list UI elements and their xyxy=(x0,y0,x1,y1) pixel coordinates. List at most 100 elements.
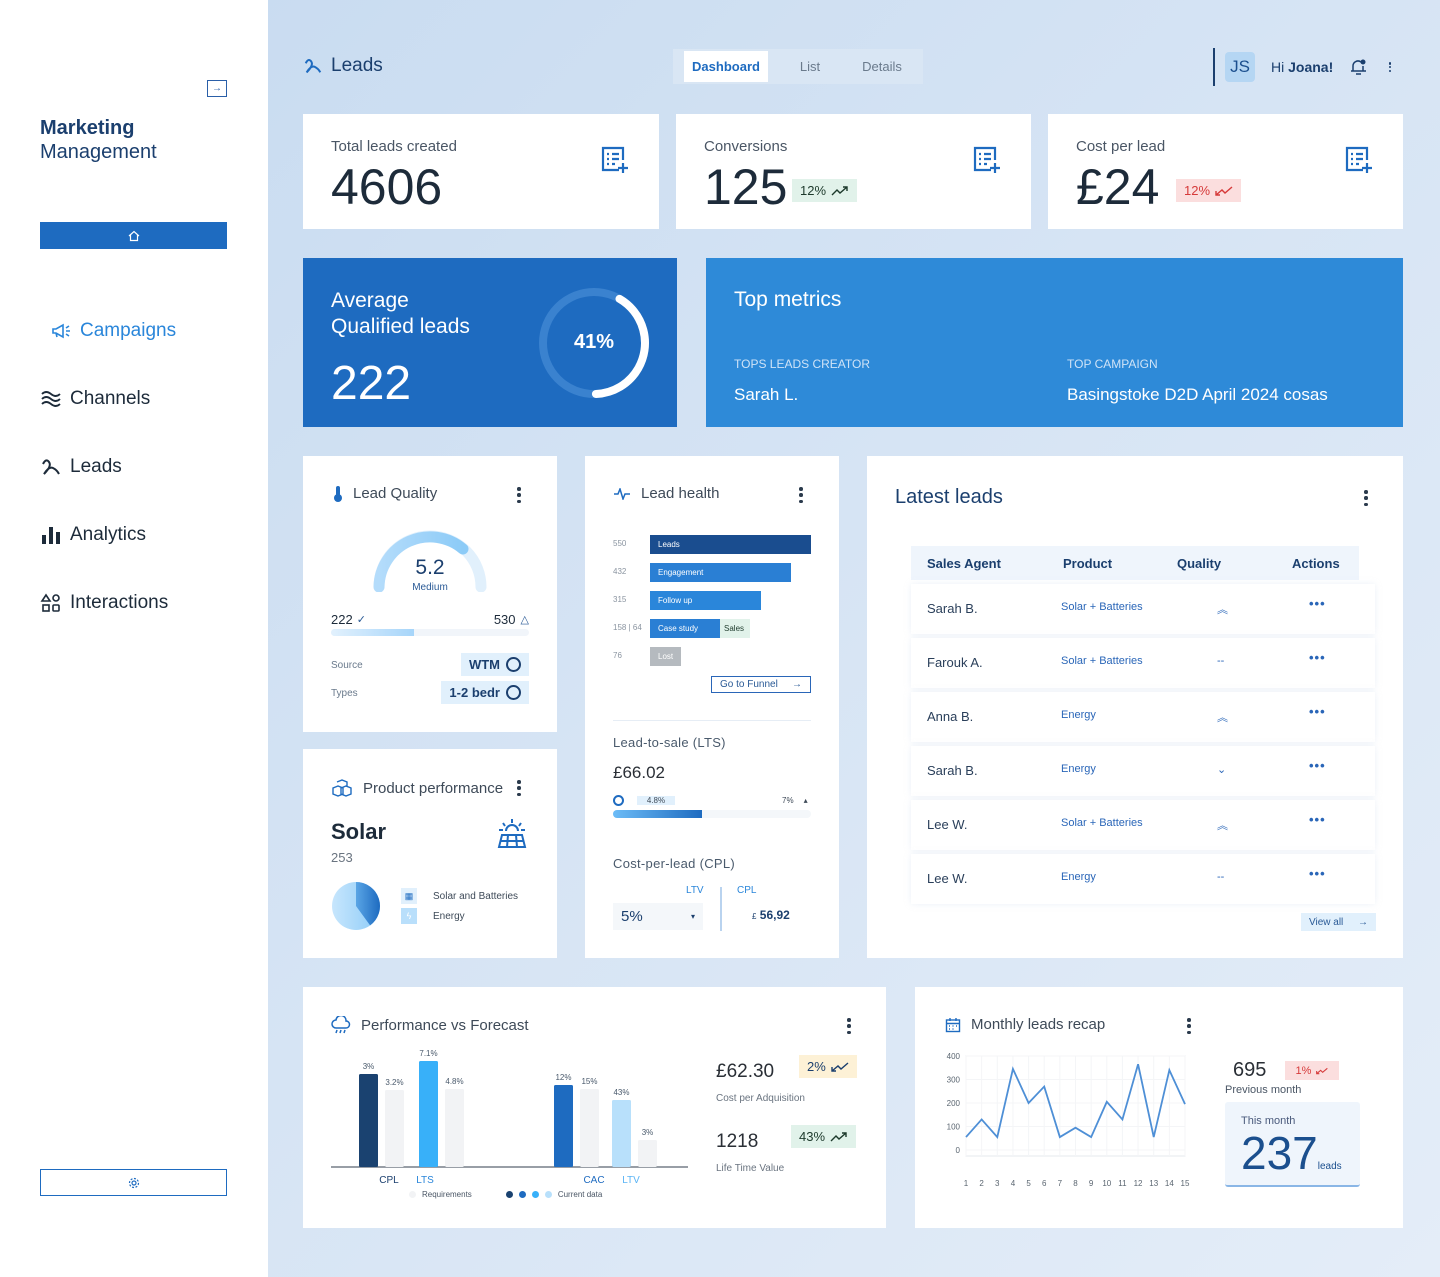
sidebar-item-analytics[interactable]: Analytics xyxy=(40,524,146,546)
monthly-leads-card: Monthly leads recap 1 2 3 4 5 6 7 8 9 10 11 12 13 14 1… xyxy=(915,987,1403,1228)
tab-dashboard[interactable]: Dashboard xyxy=(684,51,768,82)
category-label: LTS xyxy=(416,1175,434,1186)
qualified-count: 222 ✓ xyxy=(331,612,366,627)
more-menu[interactable] xyxy=(846,1018,852,1034)
table-row[interactable]: Sarah B. Energy ⌄ ••• xyxy=(911,746,1375,796)
bar-requirement-CPL[interactable] xyxy=(385,1090,404,1167)
column-header: Sales Agent xyxy=(927,556,1001,571)
creator-value: Sarah L. xyxy=(734,385,799,404)
types-chip[interactable]: 1-2 bedr xyxy=(441,681,529,704)
table-row[interactable]: Lee W. Energy -- ••• xyxy=(911,854,1375,904)
funnel-count: 432 xyxy=(613,567,627,576)
quality-high-icon: ︽ xyxy=(1217,820,1228,832)
row-actions-button[interactable]: ••• xyxy=(1309,704,1326,719)
row-actions-button[interactable]: ••• xyxy=(1309,596,1326,611)
tab-list[interactable]: List xyxy=(799,59,821,74)
table-row[interactable]: Sarah B. Solar + Batteries ︽ ••• xyxy=(911,584,1375,634)
bar-requirement-LTS[interactable] xyxy=(445,1089,464,1167)
cpa-label: Cost per Adquisition xyxy=(716,1093,805,1104)
more-menu[interactable] xyxy=(516,780,522,796)
view-tabs: Dashboard List Details xyxy=(673,49,923,84)
add-list-icon[interactable] xyxy=(599,144,631,176)
bar-requirement-CAC[interactable] xyxy=(580,1089,599,1167)
row-actions-button[interactable]: ••• xyxy=(1309,650,1326,665)
quality-gauge xyxy=(373,530,487,592)
bar-current-CPL[interactable] xyxy=(359,1074,378,1167)
bar-label: 12% xyxy=(555,1073,571,1082)
bar-current-CAC[interactable] xyxy=(554,1085,573,1167)
row-actions-button[interactable]: ••• xyxy=(1309,812,1326,827)
legend-dot xyxy=(518,1191,526,1198)
y-tick-label: 0 xyxy=(956,1146,961,1155)
table-row[interactable]: Anna B. Energy ︽ ••• xyxy=(911,692,1375,742)
sidebar-item-campaigns[interactable]: Campaigns xyxy=(50,320,176,342)
home-button[interactable] xyxy=(40,222,227,249)
kpi-label: Conversions xyxy=(704,138,788,155)
funnel-bar-engagement[interactable]: Engagement xyxy=(650,563,791,582)
legend-item: ▦ Solar and Batteries xyxy=(401,888,518,904)
types-label: Types xyxy=(331,688,358,699)
sidebar-item-leads[interactable]: Leads xyxy=(40,456,122,478)
currency: £ xyxy=(752,912,757,921)
product: Solar + Batteries xyxy=(1061,817,1143,829)
view-all-button[interactable]: View all → xyxy=(1301,913,1376,931)
change-value: 2% xyxy=(807,1059,826,1074)
source-chip[interactable]: WTM xyxy=(460,653,529,676)
cpl-amount: 56,92 xyxy=(759,908,790,922)
double-check-icon: ✓ xyxy=(356,614,366,626)
row-actions-button[interactable]: ••• xyxy=(1309,866,1326,881)
legend-dot xyxy=(409,1191,416,1198)
funnel-bar-follow-up[interactable]: Follow up xyxy=(650,591,761,610)
funnel-bar-leads[interactable]: Leads xyxy=(650,535,811,554)
table-row[interactable]: Lee W. Solar + Batteries ︽ ••• xyxy=(911,800,1375,850)
bar-label: 4.8% xyxy=(445,1077,463,1086)
sidebar-item-label: Analytics xyxy=(70,524,147,545)
header-more-menu[interactable] xyxy=(1387,62,1393,72)
sidebar-item-channels[interactable]: Channels xyxy=(40,388,150,410)
bar-requirement-LTV[interactable] xyxy=(638,1140,657,1167)
add-list-icon[interactable] xyxy=(1343,144,1375,176)
top-metrics-card: Top metrics TOPS LEADS CREATOR Sarah L. … xyxy=(706,258,1403,427)
more-menu[interactable] xyxy=(516,487,522,503)
tab-details[interactable]: Details xyxy=(862,59,902,74)
bell-icon[interactable] xyxy=(1350,58,1367,76)
legend-label: Current data xyxy=(557,1190,603,1199)
sales-agent: Sarah B. xyxy=(927,763,978,778)
bar-current-LTV[interactable] xyxy=(612,1100,631,1167)
this-month-unit: leads xyxy=(1317,1161,1342,1172)
bar-label: 3% xyxy=(363,1062,375,1071)
quality-progress-fill xyxy=(331,629,415,636)
pulse-icon xyxy=(614,487,630,500)
sidebar-item-interactions[interactable]: Interactions xyxy=(40,592,168,614)
ltv-select[interactable]: 5% ▾ xyxy=(613,903,703,930)
vertical-divider xyxy=(720,887,722,931)
funnel-bar-lost[interactable]: Lost xyxy=(650,647,681,666)
bar-current-LTS[interactable] xyxy=(419,1061,438,1167)
sales-agent: Lee W. xyxy=(927,871,968,886)
ltv-label: Life Time Value xyxy=(716,1163,785,1174)
cpl-title: Cost-per-lead (CPL) xyxy=(613,856,736,871)
row-actions-button[interactable]: ••• xyxy=(1309,758,1326,773)
add-list-icon[interactable] xyxy=(971,144,1003,176)
collapse-sidebar-button[interactable]: → xyxy=(207,80,227,97)
target-icon xyxy=(613,795,624,806)
change-value: 1% xyxy=(1295,1064,1312,1077)
more-menu[interactable] xyxy=(1363,490,1369,506)
more-menu[interactable] xyxy=(1186,1018,1192,1034)
bar-label: 3.2% xyxy=(385,1078,403,1087)
campaign-value[interactable]: Basingstoke D2D April 2024 cosas xyxy=(1067,385,1328,404)
funnel-bar-sales[interactable]: Sales xyxy=(720,619,750,638)
table-row[interactable]: Farouk A. Solar + Batteries -- ••• xyxy=(911,638,1375,688)
button-label: View all xyxy=(1309,916,1344,928)
quality-neutral-icon: -- xyxy=(1217,871,1225,883)
funnel-bar-case-study[interactable]: Case study xyxy=(650,619,720,638)
sidebar: → Marketing Management Campaigns Channel… xyxy=(0,0,268,1277)
go-to-funnel-button[interactable]: Go to Funnel → xyxy=(711,676,811,693)
sidebar-item-label: Campaigns xyxy=(80,320,177,341)
avg-qualified-value: 222 xyxy=(331,357,412,410)
kpi-value: 4606 xyxy=(331,159,443,215)
more-menu[interactable] xyxy=(798,487,804,503)
calendar-icon xyxy=(945,1017,961,1032)
settings-button[interactable] xyxy=(40,1169,227,1196)
avatar[interactable]: JS xyxy=(1225,52,1255,82)
